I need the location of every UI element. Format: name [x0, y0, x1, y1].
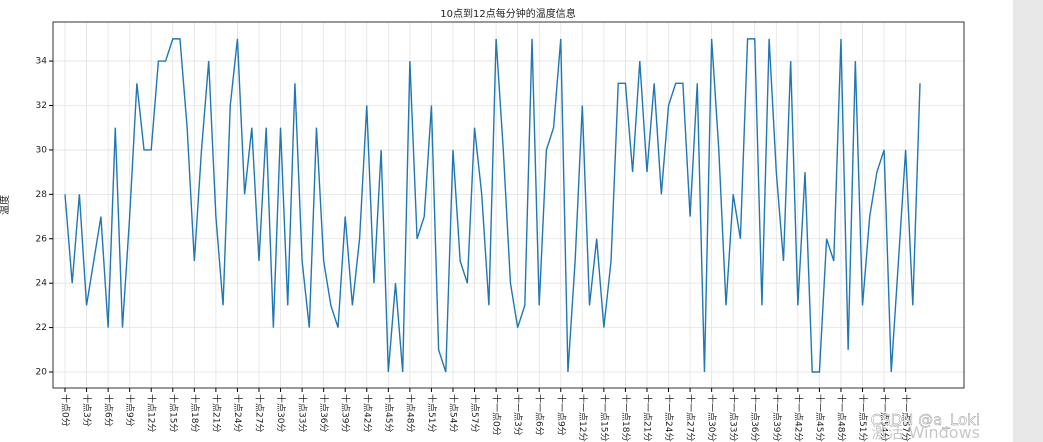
- x-tick-label: 十一点12分: [577, 394, 589, 441]
- x-tick-label: 十一点6分: [534, 394, 546, 436]
- x-tick-label: 十一点21分: [641, 394, 653, 441]
- y-tick-label: 28: [36, 190, 48, 200]
- x-tick-label: 十一点51分: [857, 394, 869, 441]
- y-axis-label: 温度: [0, 195, 11, 215]
- x-tick-label: 十一点42分: [792, 394, 804, 441]
- y-tick-label: 24: [36, 279, 48, 289]
- x-tick-label: 十一点48分: [835, 394, 847, 441]
- x-tick-label: 十点45分: [383, 394, 395, 432]
- x-tick-label: 十一点0分: [491, 394, 503, 436]
- x-tick-label: 十一点9分: [555, 394, 567, 436]
- x-tick-label: 十一点54分: [879, 394, 891, 441]
- x-tick-label: 十点51分: [426, 394, 438, 432]
- x-tick-label: 十一点15分: [598, 394, 610, 441]
- x-tick-label: 十点3分: [81, 394, 93, 427]
- x-tick-label: 十一点3分: [512, 394, 524, 436]
- x-tick-label: 十一点18分: [620, 394, 632, 441]
- x-tick-label: 十一点30分: [706, 394, 718, 441]
- x-tick-label: 十点39分: [340, 394, 352, 432]
- data-line: [64, 38, 921, 373]
- y-tick-label: 20: [36, 368, 48, 378]
- x-tick-label: 十一点57分: [900, 394, 912, 441]
- x-tick-label: 十点21分: [210, 394, 222, 432]
- x-tick-label: 十点18分: [189, 394, 201, 432]
- y-tick-label: 34: [36, 57, 48, 67]
- x-tick-label: 十点30分: [275, 394, 287, 432]
- x-tick-label: 十一点36分: [749, 394, 761, 441]
- y-tick-label: 30: [36, 145, 48, 155]
- chart-title: 10点到12点每分钟的温度信息: [440, 7, 575, 20]
- y-tick-label: 32: [36, 101, 47, 111]
- x-tick-label: 十点6分: [103, 394, 115, 427]
- x-tick-label: 十点15分: [167, 394, 179, 432]
- x-tick-label: 十点42分: [361, 394, 373, 432]
- x-tick-label: 十点48分: [404, 394, 416, 432]
- activation-notice: 激活 Windows: [871, 423, 980, 442]
- x-tick-label: 十点36分: [318, 394, 330, 432]
- x-tick-label: 十点57分: [469, 394, 481, 432]
- x-tick-label: 十一点27分: [685, 394, 697, 441]
- x-tick-label: 十一点33分: [728, 394, 740, 441]
- y-tick-label: 26: [36, 234, 48, 244]
- x-tick-label: 十一点24分: [663, 394, 675, 441]
- x-tick-label: 十一点39分: [771, 394, 783, 441]
- x-tick-label: 十点24分: [232, 394, 244, 432]
- y-tick-label: 22: [36, 323, 47, 333]
- x-tick-label: 十点27分: [253, 394, 265, 432]
- x-tick-label: 十点0分: [60, 394, 72, 427]
- axes-frame: [52, 21, 965, 389]
- watermark: CSDN @a_Loki: [871, 411, 980, 430]
- x-tick-label: 十点33分: [297, 394, 309, 432]
- x-tick-label: 十点54分: [447, 394, 459, 432]
- x-tick-label: 十一点45分: [814, 394, 826, 441]
- x-tick-label: 十点12分: [146, 394, 158, 432]
- x-tick-label: 十点9分: [124, 394, 136, 427]
- scrollbar-strip: [1013, 0, 1043, 442]
